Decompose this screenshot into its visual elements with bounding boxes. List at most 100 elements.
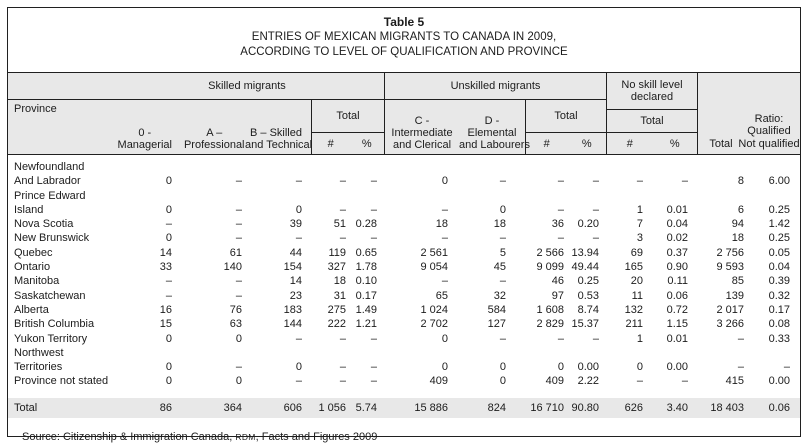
value-cell: 0 [499, 375, 506, 388]
table-row: Northwest Territories 0 – 0 – – 0 0 0 0.00 0 0.00 – – [8, 346, 800, 375]
value-cell: – [165, 218, 172, 231]
province-cell: Manitoba [14, 275, 60, 288]
header-noskill-total: Total [607, 110, 697, 133]
value-cell: 409 [545, 375, 564, 388]
value-cell: 16 710 [526, 397, 568, 418]
value-cell: 6 [737, 203, 744, 216]
value-cell: 0 [165, 361, 172, 374]
value-cell: – [235, 175, 242, 188]
value-cell: – [681, 375, 688, 388]
value-cell: 44 [289, 246, 302, 259]
header-unskilled-label: Unskilled migrants [385, 73, 606, 100]
header-col-skilled-technical: B – Skilled and Technical [245, 127, 313, 151]
value-cell: 94 [731, 218, 744, 231]
value-cell: – [783, 361, 790, 374]
value-cell: – [339, 375, 346, 388]
table-row: Yukon Territory 0 0 – – – 0 – – – 1 0.01 – 0.33 [8, 332, 800, 346]
value-cell: 0.28 [355, 218, 377, 231]
value-cell: 1.78 [355, 261, 377, 274]
value-cell: 0.72 [666, 303, 688, 316]
value-cell: 16 [159, 303, 172, 316]
value-cell: 31 [333, 289, 346, 302]
value-cell: 51 [333, 218, 346, 231]
value-cell: 0 [165, 232, 172, 245]
value-cell: 327 [327, 261, 346, 274]
value-cell: 0.04 [666, 218, 688, 231]
source-prefix: Source: Citizenship & Immigration Canada… [22, 430, 236, 443]
value-cell: 0.65 [355, 246, 377, 259]
value-cell: 18 403 [698, 397, 750, 418]
value-cell: 0.01 [666, 203, 688, 216]
value-cell: – [557, 332, 564, 345]
value-cell: 824 [460, 397, 526, 418]
value-cell: 0.05 [768, 246, 790, 259]
province-cell: Yukon Territory [14, 332, 88, 345]
table-row: British Columbia 15 63 144 222 1.21 2 702 127 2 … [8, 317, 800, 331]
value-cell: – [165, 289, 172, 302]
header-unskilled-group: Unskilled migrants C - Intermediate and … [385, 73, 607, 154]
value-cell: 45 [493, 261, 506, 274]
value-cell: 20 [630, 275, 643, 288]
value-cell: 0.04 [768, 261, 790, 274]
table-row: Nova Scotia – – 39 51 0.28 18 18 36 0.20 7 0.04 94 1.… [8, 217, 800, 231]
header-noskill-hash: # [626, 137, 633, 150]
province-cell: Alberta [14, 303, 49, 316]
value-cell: 415 [725, 375, 744, 388]
table-total-band: Total 86 364 606 1 056 5.74 15 886 824 16 710 90.… [8, 389, 800, 418]
header-unskilled-total-block: Total # % [525, 100, 606, 154]
value-cell: 14 [159, 246, 172, 259]
province-cell: Ontario [14, 261, 51, 274]
header-summary-group: Total Ratio: Qualified Not qualified [698, 73, 800, 154]
value-cell: 9 593 [716, 261, 744, 274]
value-cell: 18 [731, 232, 744, 245]
value-cell: 46 [551, 275, 564, 288]
table-row: Province not stated 0 0 – – – 409 0 409 2.22 – – 415… [8, 374, 800, 388]
value-cell: – [295, 175, 302, 188]
source-rdm: RDM [235, 431, 256, 442]
value-cell: – [499, 275, 506, 288]
value-cell: 0.00 [666, 361, 688, 374]
value-cell: 222 [327, 318, 346, 331]
table-title-block: Table 5 ENTRIES OF MEXICAN MIGRANTS TO C… [8, 8, 800, 73]
value-cell: 0.53 [577, 289, 599, 302]
value-cell: 0 [441, 332, 448, 345]
value-cell: 0 [441, 175, 448, 188]
value-cell: 39 [289, 218, 302, 231]
migrants-table: Newfoundland And Labrador 0– – – –0– – – – –8 6.0… [8, 155, 800, 418]
value-cell: – [592, 332, 599, 345]
value-cell: 0.32 [768, 289, 790, 302]
value-cell: – [339, 361, 346, 374]
value-cell: 11 [631, 289, 643, 302]
header-province-spacer [8, 73, 110, 100]
value-cell: 144 [283, 318, 302, 331]
value-cell: 49.44 [571, 261, 599, 274]
value-cell: 18 [493, 218, 506, 231]
value-cell: 2 017 [716, 303, 744, 316]
value-cell: 1 [636, 332, 643, 345]
value-cell: – [499, 232, 506, 245]
value-cell: 0 [295, 203, 302, 216]
value-cell: – [441, 203, 448, 216]
table-row: Quebec 14 61 44 119 0.65 2 561 5 2 566 13.94 69 0.3… [8, 246, 800, 260]
value-cell: 154 [283, 261, 302, 274]
value-cell: – [737, 332, 744, 345]
province-cell: Northwest Territories [14, 346, 64, 374]
value-cell: 1.42 [768, 218, 790, 231]
table-row: Saskatchewan – – 23 31 0.17 65 32 97 0.53 11 0.06 13… [8, 289, 800, 303]
value-cell: – [636, 375, 643, 388]
value-cell: 33 [159, 261, 172, 274]
header-noskill-percent: % [669, 137, 680, 150]
value-cell: 0.08 [768, 318, 790, 331]
value-cell: 36 [551, 218, 564, 231]
header-col-intermediate: C - Intermediate and Clerical [391, 115, 453, 151]
value-cell: 1 608 [536, 303, 564, 316]
value-cell: – [370, 332, 377, 345]
total-row: Total 86 364 606 1 056 5.74 15 886 824 16 710 90.… [8, 397, 800, 418]
value-cell: 65 [435, 289, 448, 302]
value-cell: – [636, 175, 643, 188]
value-cell: – [339, 232, 346, 245]
value-cell: 3.40 [653, 397, 698, 418]
header-province-block: Province [8, 73, 110, 154]
value-cell: – [737, 361, 744, 374]
value-cell: 32 [493, 289, 506, 302]
